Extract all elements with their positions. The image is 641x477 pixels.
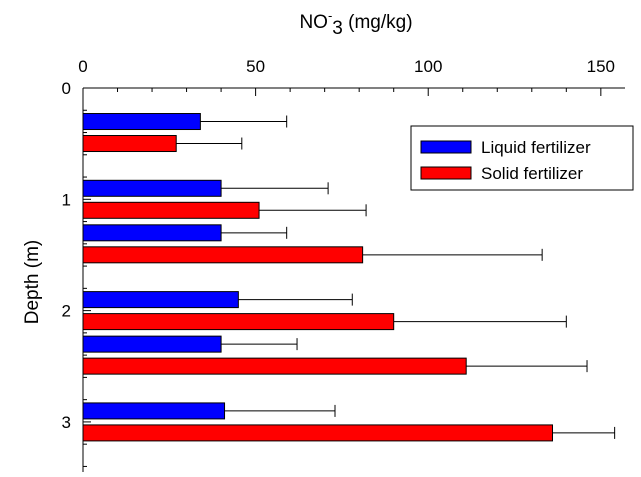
bar-solid	[82, 357, 467, 375]
bar-solid	[82, 313, 395, 331]
x-tick-label: 150	[587, 57, 615, 76]
legend-label-solid: Solid fertilizer	[481, 164, 583, 183]
y-tick-label: 1	[62, 190, 71, 209]
legend-swatch-solid	[420, 166, 472, 180]
error-bars-layer	[176, 115, 616, 439]
bar-liquid	[82, 179, 222, 197]
x-title-subscript: 3	[332, 18, 343, 39]
legend-swatch-liquid	[420, 140, 472, 154]
x-title-superscript: -	[328, 8, 332, 23]
y-tick-label: 2	[62, 302, 71, 321]
x-axis-ticks: 0 50 100 150	[78, 57, 615, 96]
x-title-suffix: (mg/kg)	[343, 12, 413, 33]
bar-solid	[82, 246, 364, 264]
y-tick-label: 3	[62, 413, 71, 432]
bar-solid	[82, 201, 260, 219]
bars-layer	[82, 113, 554, 442]
y-tick-label: 0	[62, 79, 71, 98]
bar-liquid	[82, 402, 226, 420]
x-tick-label: 50	[246, 57, 265, 76]
y-axis-title: Depth (m)	[22, 240, 43, 324]
bar-liquid	[82, 291, 239, 309]
x-axis-title: NO-3 (mg/kg)	[299, 8, 412, 39]
x-title-prefix: NO	[299, 12, 328, 33]
bar-solid	[82, 135, 177, 153]
bar-liquid	[82, 113, 201, 131]
bar-liquid	[82, 335, 222, 353]
x-tick-label: 100	[414, 57, 442, 76]
bar-solid	[82, 424, 554, 442]
x-tick-label: 0	[78, 57, 87, 76]
legend: Liquid fertilizer Solid fertilizer	[410, 125, 634, 191]
legend-label-liquid: Liquid fertilizer	[481, 138, 591, 157]
bar-liquid	[82, 224, 222, 242]
